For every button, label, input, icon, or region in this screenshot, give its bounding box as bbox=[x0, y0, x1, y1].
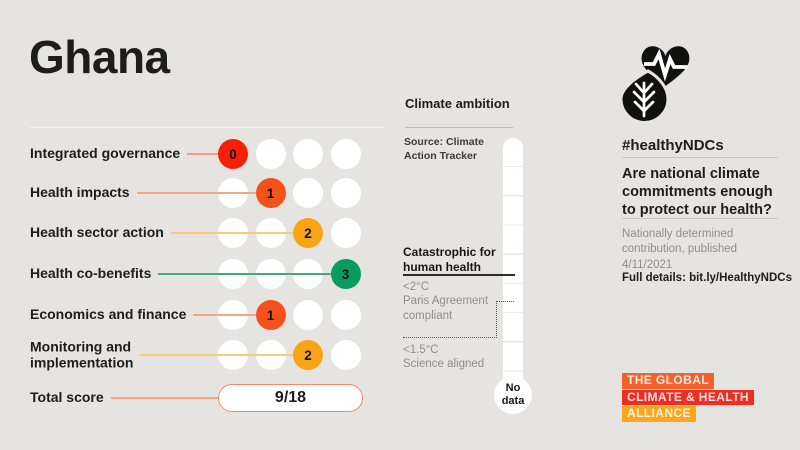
ndc-publication-info: Nationally determined contribution, publ… bbox=[622, 228, 738, 271]
page-title: Ghana bbox=[29, 31, 170, 83]
connector-line bbox=[187, 153, 233, 155]
score-row: Monitoring and implementation 2 bbox=[30, 335, 370, 375]
score-dot-filled: 3 bbox=[330, 259, 361, 289]
alliance-logo-line: CLIMATE & HEALTH bbox=[622, 389, 754, 406]
total-score-label: Total score bbox=[30, 389, 104, 406]
alliance-logo: THE GLOBAL CLIMATE & HEALTH ALLIANCE bbox=[622, 373, 754, 422]
score-dots: 0 bbox=[218, 139, 361, 169]
score-row: Health sector action 2 bbox=[30, 213, 370, 253]
thermometer-title: Climate ambition bbox=[405, 96, 510, 111]
no-data-bubble: No data bbox=[494, 376, 532, 414]
score-dot bbox=[330, 300, 361, 330]
connector-line bbox=[158, 273, 346, 275]
category-label: Integrated governance bbox=[30, 145, 181, 162]
divider bbox=[30, 127, 385, 128]
hashtag-title: #healthyNDCs bbox=[622, 137, 724, 154]
score-row: Economics and finance 1 bbox=[30, 295, 370, 335]
dotted-line bbox=[496, 301, 497, 338]
score-dot-filled: 0 bbox=[218, 139, 248, 169]
score-dot bbox=[330, 218, 361, 248]
alliance-logo-line: ALLIANCE bbox=[622, 406, 696, 422]
connector-line bbox=[171, 232, 308, 234]
dotted-line bbox=[496, 301, 514, 302]
category-label: Monitoring and implementation bbox=[30, 338, 134, 370]
score-row: Integrated governance 0 bbox=[30, 134, 370, 174]
score-dot bbox=[255, 139, 286, 169]
ecg-line-icon bbox=[644, 48, 688, 82]
source-note: Source: Climate Action Tracker bbox=[404, 136, 484, 162]
science-aligned-label: <1.5°C Science aligned bbox=[403, 344, 485, 371]
score-row: Health impacts 1 bbox=[30, 173, 370, 213]
connector-line bbox=[111, 397, 218, 399]
divider bbox=[622, 218, 778, 219]
score-dot bbox=[293, 139, 323, 169]
score-row: Health co-benefits 3 bbox=[30, 254, 370, 294]
heart-leaf-logo-icon bbox=[619, 46, 690, 124]
category-label: Economics and finance bbox=[30, 306, 187, 323]
thermometer-tube bbox=[503, 138, 523, 385]
score-dot bbox=[330, 139, 361, 169]
divider bbox=[405, 127, 513, 128]
score-dot-filled: 1 bbox=[255, 178, 286, 208]
score-dot-filled: 2 bbox=[293, 340, 323, 370]
score-dot bbox=[293, 300, 323, 330]
category-label: Health impacts bbox=[30, 184, 130, 201]
threshold-line-2c bbox=[403, 274, 515, 276]
total-score-row: Total score 9/18 bbox=[30, 378, 370, 418]
score-dot bbox=[330, 340, 361, 370]
connector-line bbox=[193, 314, 271, 316]
category-label: Health co-benefits bbox=[30, 265, 152, 282]
connector-line bbox=[140, 354, 308, 356]
alliance-logo-line: THE GLOBAL bbox=[622, 373, 714, 389]
tree-branch-icon bbox=[632, 81, 656, 118]
total-score-pill: 9/18 bbox=[218, 384, 363, 412]
details-link[interactable]: Full details: bit.ly/HealthyNDCs bbox=[622, 272, 792, 284]
score-dot-filled: 1 bbox=[255, 300, 286, 330]
campaign-question: Are national climate commitments enough … bbox=[622, 166, 773, 218]
divider bbox=[622, 157, 778, 158]
paris-agreement-label: <2°C Paris Agreement compliant bbox=[403, 281, 489, 322]
category-label: Health sector action bbox=[30, 224, 164, 241]
score-dot bbox=[330, 178, 361, 208]
score-dots: 2 bbox=[218, 340, 361, 370]
dotted-line bbox=[403, 337, 497, 338]
score-dot-filled: 2 bbox=[293, 218, 323, 248]
catastrophic-label: Catastrophic for human health bbox=[403, 245, 496, 274]
score-dot bbox=[293, 178, 323, 208]
connector-line bbox=[137, 192, 271, 194]
